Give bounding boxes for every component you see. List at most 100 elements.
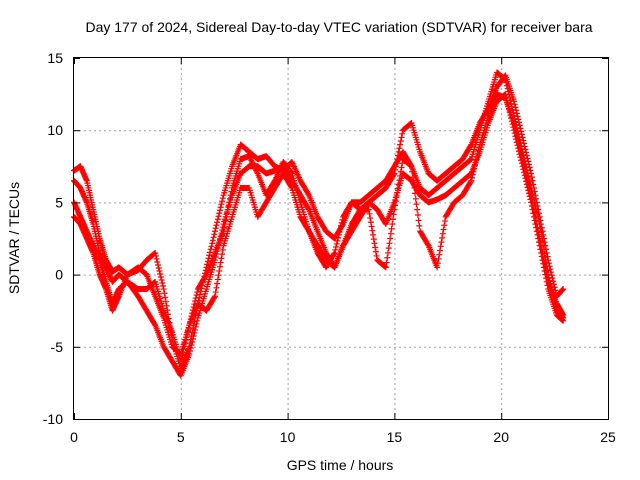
x-tick-label: 20 — [493, 429, 509, 445]
data-point-marker — [525, 158, 532, 165]
data-point-marker — [218, 201, 225, 208]
data-point-marker — [390, 211, 397, 218]
data-point-marker — [157, 270, 164, 277]
data-point-marker — [538, 246, 545, 253]
data-point-marker — [530, 181, 537, 188]
data-point-marker — [367, 215, 374, 222]
data-point-marker — [177, 358, 184, 365]
data-point-marker — [518, 150, 525, 157]
data-point-marker — [471, 165, 478, 172]
grid-lines — [74, 58, 608, 419]
data-point-marker — [372, 244, 379, 251]
data-point-marker — [190, 332, 197, 339]
data-point-marker — [440, 226, 447, 233]
data-point-marker — [385, 245, 392, 252]
axis-ticks — [74, 58, 609, 420]
y-tick-label: 10 — [47, 122, 63, 138]
data-point-marker — [153, 255, 160, 262]
data-point-marker — [541, 260, 548, 267]
data-point-marker — [369, 227, 376, 234]
data-point-marker — [194, 289, 201, 296]
data-point-marker — [210, 234, 217, 241]
data-point-marker — [214, 276, 221, 283]
data-point-marker — [215, 272, 222, 279]
data-point-marker — [518, 128, 525, 135]
data-point-marker — [512, 125, 519, 132]
data-point-marker — [330, 251, 337, 258]
data-point-marker — [397, 172, 404, 179]
data-point-marker — [535, 228, 542, 235]
data-point-marker — [511, 98, 518, 105]
data-point-marker — [213, 222, 220, 229]
data-point-marker — [468, 177, 475, 184]
data-point-marker — [151, 320, 158, 327]
data-point-marker — [533, 221, 540, 228]
data-point-marker — [367, 219, 374, 226]
data-point-marker — [393, 159, 400, 166]
data-point-marker — [338, 219, 345, 226]
data-point-marker — [192, 326, 199, 333]
data-point-marker — [189, 338, 196, 345]
data-point-marker — [161, 290, 168, 297]
data-point-marker — [206, 252, 213, 259]
data-point-marker — [192, 295, 199, 302]
data-point-marker — [372, 248, 379, 255]
data-point-marker — [516, 144, 523, 151]
data-point-marker — [392, 163, 399, 170]
data-point-marker — [523, 174, 530, 181]
data-point-marker — [288, 183, 295, 190]
data-point-marker — [395, 148, 402, 155]
data-point-marker — [515, 138, 522, 145]
data-point-marker — [393, 193, 400, 200]
data-point-marker — [529, 177, 536, 184]
data-point-marker — [516, 122, 523, 129]
data-point-marker — [520, 159, 527, 166]
series-trace-4 — [71, 91, 567, 358]
data-point-marker — [152, 249, 159, 256]
data-point-marker — [216, 263, 223, 270]
data-point-marker — [333, 240, 340, 247]
data-point-marker — [387, 230, 394, 237]
data-point-marker — [411, 184, 418, 191]
x-tick-label: 10 — [280, 429, 296, 445]
data-point-marker — [194, 317, 201, 324]
data-point-marker — [424, 241, 431, 248]
x-tick-label: 0 — [70, 429, 78, 445]
data-point-marker — [524, 177, 531, 184]
y-axis-label: SDTVAR / TECUs — [6, 182, 22, 294]
data-point-marker — [525, 183, 532, 190]
data-point-marker — [160, 286, 167, 293]
data-point-marker — [470, 168, 477, 175]
data-point-marker — [214, 219, 221, 226]
data-point-marker — [384, 249, 391, 256]
data-point-marker — [219, 198, 226, 205]
data-point-marker — [219, 246, 226, 253]
data-points — [71, 69, 567, 379]
data-point-marker — [159, 280, 166, 287]
data-point-marker — [472, 159, 479, 166]
data-point-marker — [223, 213, 230, 220]
data-point-marker — [521, 165, 528, 172]
data-point-marker — [390, 171, 397, 178]
data-point-marker — [305, 205, 312, 212]
data-point-marker — [395, 181, 402, 188]
data-point-marker — [336, 228, 343, 235]
data-point-marker — [434, 260, 441, 267]
data-point-marker — [382, 264, 389, 271]
data-point-marker — [383, 259, 390, 266]
data-point-marker — [398, 164, 405, 171]
data-point-marker — [523, 171, 530, 178]
data-point-marker — [439, 230, 446, 237]
data-point-marker — [536, 235, 543, 242]
data-point-marker — [469, 171, 476, 178]
data-point-marker — [152, 252, 159, 259]
data-point-marker — [394, 185, 401, 192]
data-point-marker — [519, 156, 526, 163]
data-point-marker — [535, 231, 542, 238]
data-point-marker — [414, 212, 421, 219]
data-point-marker — [371, 240, 378, 247]
data-point-marker — [226, 199, 233, 206]
y-tick-labels: -10 -5 0 5 10 15 — [43, 50, 63, 427]
data-point-marker — [542, 264, 549, 271]
data-point-marker — [228, 188, 235, 195]
